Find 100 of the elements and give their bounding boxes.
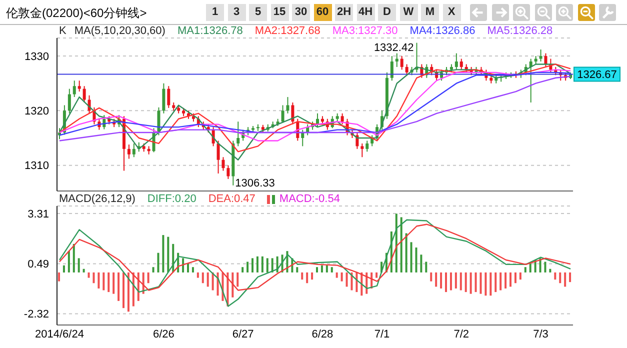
bar	[276, 256, 278, 272]
bar	[430, 272, 432, 282]
bar	[450, 272, 452, 290]
ref-line-label: 1326.67	[577, 69, 617, 82]
candlestick	[460, 58, 463, 70]
bar	[98, 272, 100, 288]
text: W	[400, 4, 418, 21]
bar	[445, 272, 447, 292]
bar	[311, 272, 314, 280]
bar	[147, 272, 150, 284]
bar	[92, 272, 95, 284]
legend-title: MACD(26,12,9)	[59, 193, 136, 205]
bar	[474, 272, 477, 292]
text: M	[421, 4, 439, 21]
text: MA3:1327.30	[332, 25, 398, 37]
y-tick-label: 1330	[24, 50, 49, 63]
bar	[569, 272, 572, 282]
bar	[454, 272, 457, 288]
candlestick	[395, 52, 398, 68]
text: D	[378, 4, 396, 21]
candlestick	[162, 82, 166, 114]
bar	[400, 217, 402, 272]
candlestick	[72, 80, 76, 98]
bar	[266, 258, 268, 272]
candlestick	[216, 140, 220, 174]
text: 30	[292, 4, 310, 21]
bar	[127, 272, 130, 312]
candlestick	[291, 102, 294, 125]
legend-title: MA(5,10,20,30,60)	[74, 25, 166, 37]
annotation: 1332.42	[374, 42, 414, 54]
y-tick-label: 1320	[24, 106, 49, 118]
bar	[480, 272, 482, 294]
bar	[196, 272, 199, 278]
bar	[519, 272, 522, 280]
text: 3	[228, 4, 246, 21]
candlestick	[301, 129, 304, 147]
text: 1	[206, 4, 224, 21]
bar	[340, 272, 343, 282]
candlestick	[167, 86, 170, 108]
x-tick-label: 6/26	[152, 328, 174, 340]
bar	[490, 272, 492, 296]
x-tick-label: 7/2	[454, 328, 470, 340]
y-tick-label: 3.31	[28, 208, 49, 220]
line-series	[58, 224, 572, 291]
annotation: 1306.33	[235, 177, 275, 190]
bar	[232, 272, 234, 298]
bar	[102, 272, 105, 290]
x-tick-label: 7/1	[374, 328, 390, 340]
line-series	[58, 219, 572, 307]
bar	[405, 233, 408, 272]
bar	[549, 268, 552, 272]
bar	[376, 272, 378, 278]
text: DEA:0.47	[208, 193, 256, 205]
text: 5	[249, 4, 267, 21]
bar	[256, 256, 258, 272]
candlestick	[127, 144, 130, 160]
bar	[192, 267, 194, 272]
x-tick-label: 2014/6/24	[35, 328, 84, 340]
candlestick	[400, 56, 404, 70]
x-tick-label: 6/27	[232, 328, 254, 340]
bar	[167, 236, 170, 272]
bar	[336, 272, 338, 278]
bar	[118, 272, 120, 301]
bar	[395, 214, 398, 272]
candlestick	[544, 52, 548, 68]
text: 15	[270, 4, 288, 21]
text: X	[442, 4, 460, 21]
bar	[152, 267, 154, 272]
candlestick	[286, 96, 290, 114]
bar	[316, 267, 318, 272]
bar	[539, 258, 542, 272]
x-tick-label: 6/28	[312, 328, 334, 340]
candlestick	[366, 140, 369, 152]
bar	[440, 272, 442, 288]
text: MA5:1326.28	[487, 25, 553, 37]
bar	[202, 272, 204, 284]
bar	[326, 265, 328, 272]
bar	[460, 272, 462, 290]
bar	[420, 254, 422, 272]
candlestick	[454, 52, 458, 70]
y-tick-label: -2.32	[24, 308, 49, 321]
bar	[306, 272, 308, 284]
bar	[425, 262, 428, 272]
bar	[252, 258, 254, 272]
text: MA4:1326.86	[410, 25, 476, 37]
candlestick	[82, 86, 86, 103]
candlestick	[78, 80, 81, 92]
bar	[500, 272, 502, 290]
bar	[108, 272, 110, 292]
text: 60	[314, 4, 332, 21]
bar	[78, 258, 80, 272]
bar	[261, 256, 264, 272]
bar	[415, 248, 418, 272]
bar	[242, 267, 244, 272]
bar	[529, 264, 532, 272]
bar	[112, 272, 115, 294]
bar	[346, 272, 348, 287]
bar	[206, 272, 209, 287]
legend-label: MACD:-0.54	[279, 193, 340, 205]
candlestick	[222, 156, 225, 172]
